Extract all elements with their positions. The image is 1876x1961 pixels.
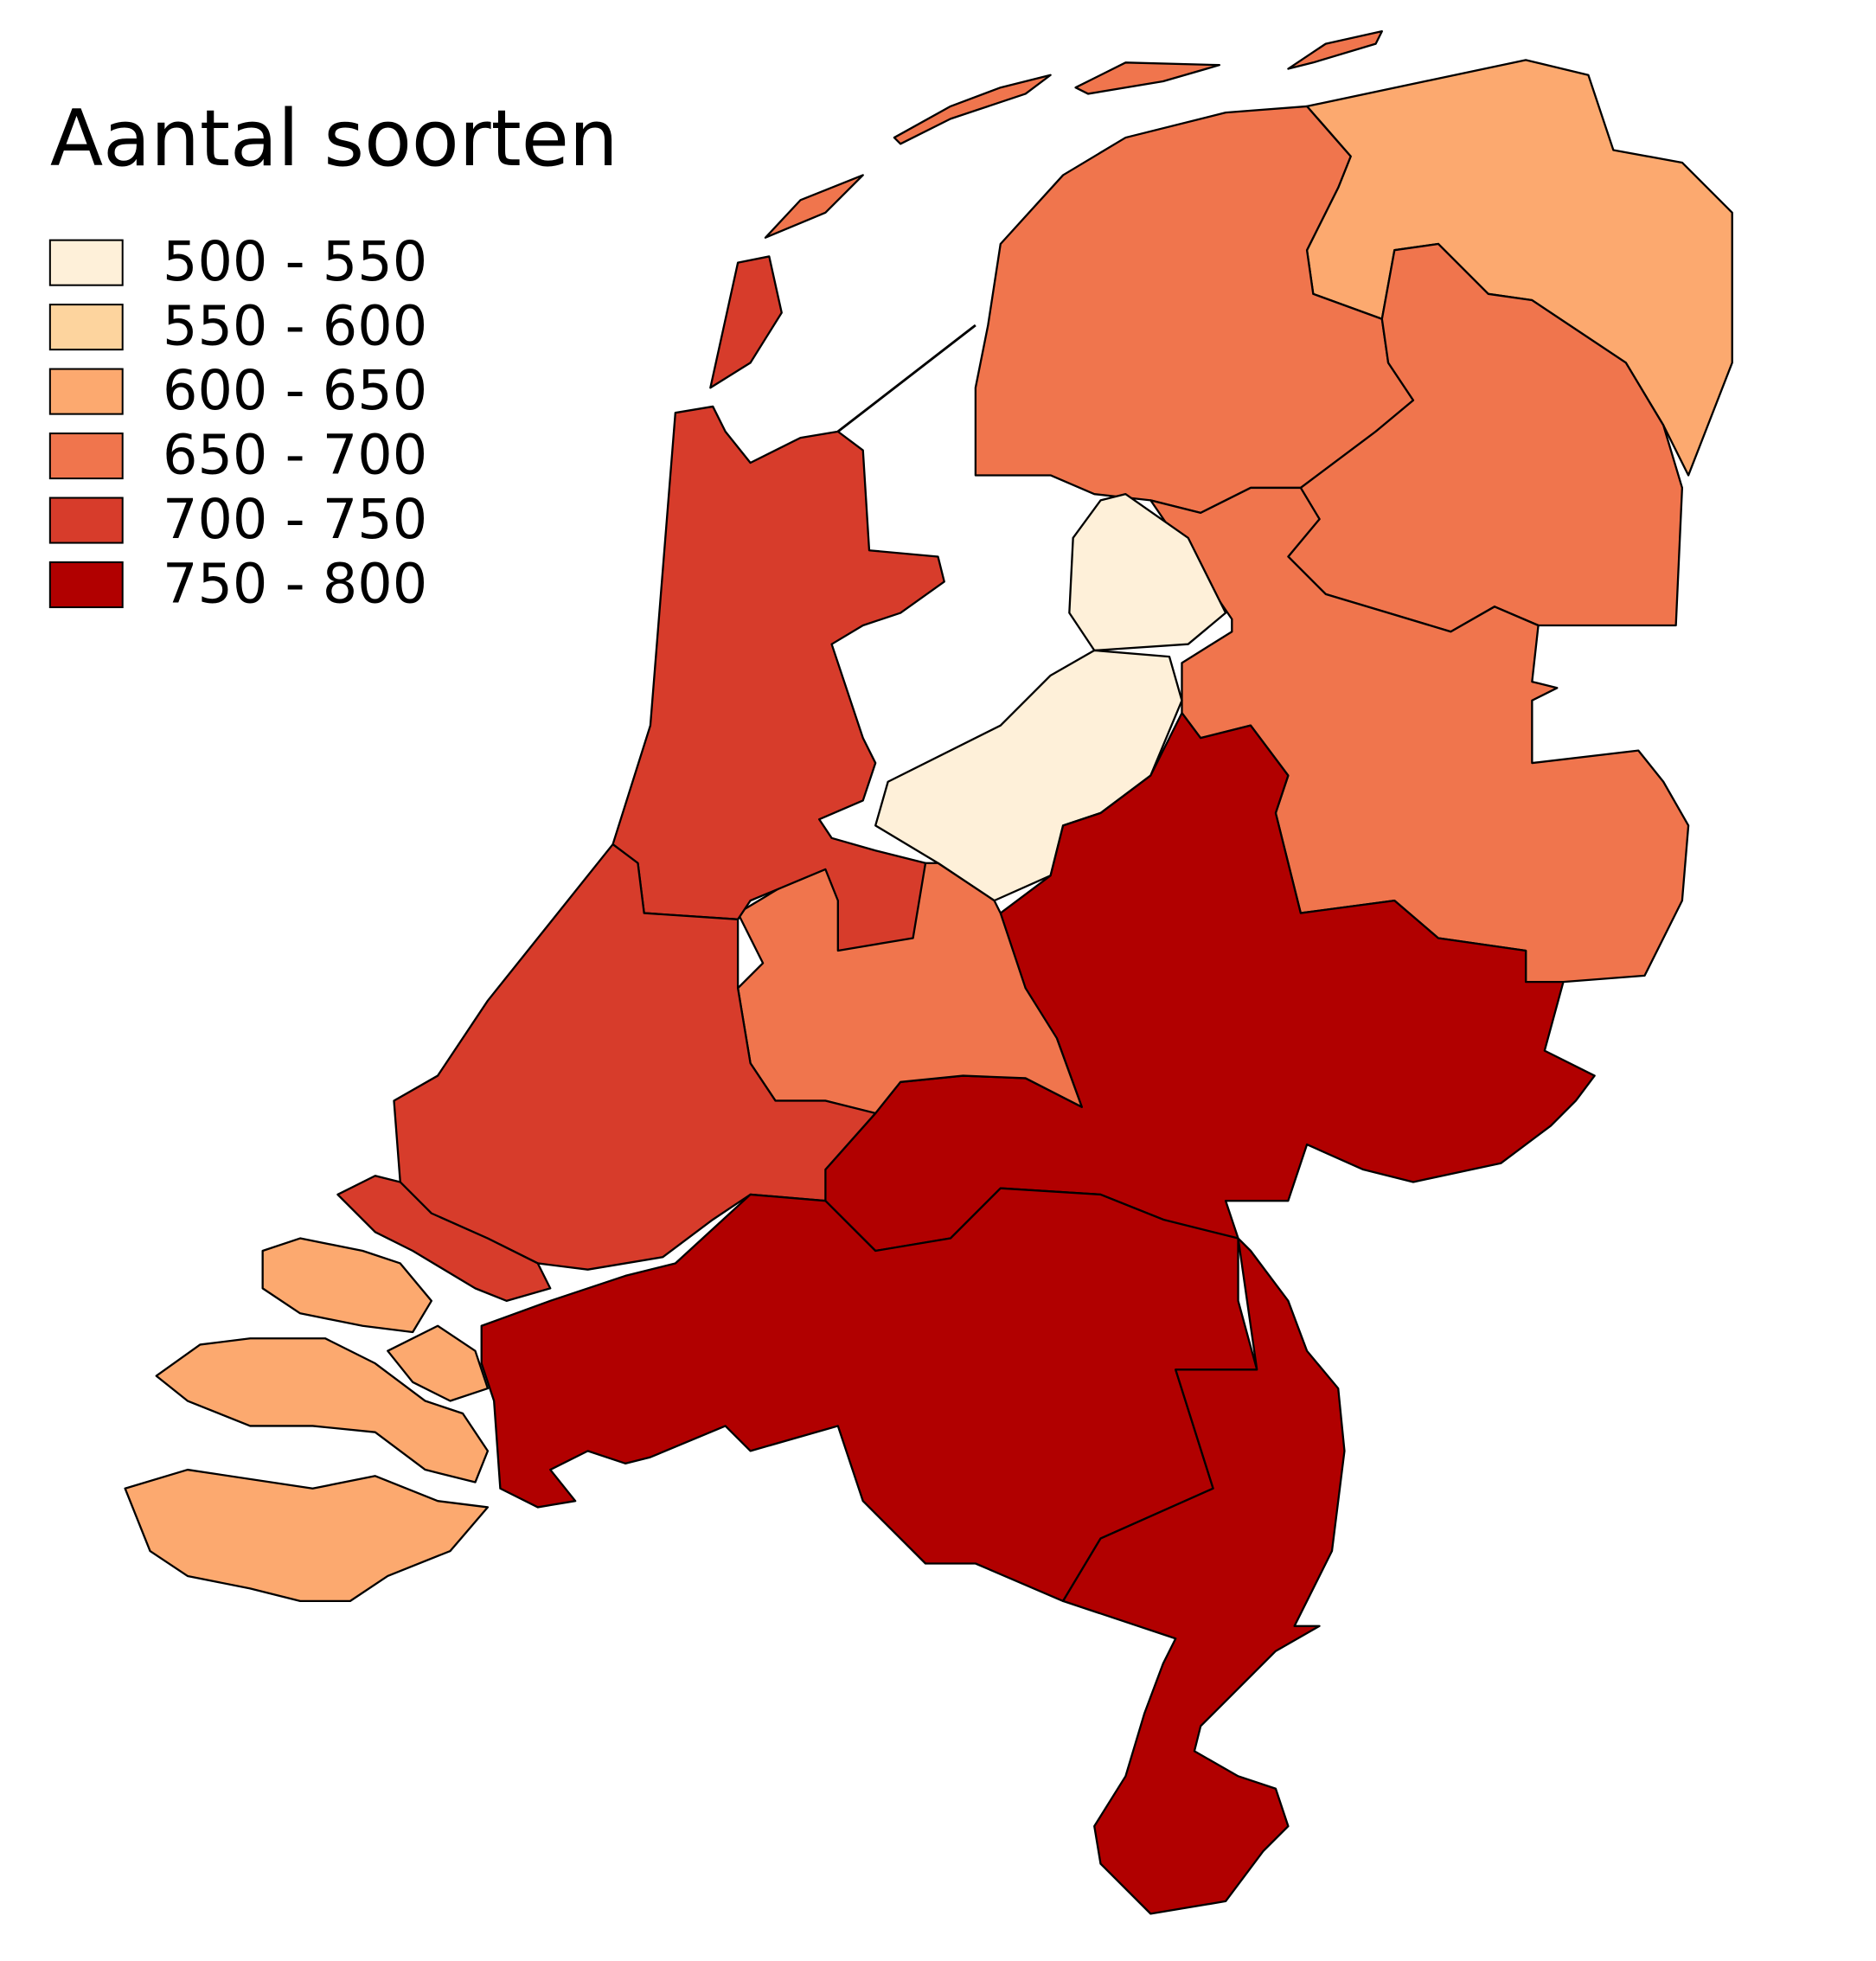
afsluitdijk [836, 324, 976, 433]
region [261, 1237, 433, 1334]
legend-swatch [48, 497, 124, 544]
legend-label: 750 - 800 [163, 552, 427, 616]
region [874, 649, 1183, 902]
region [893, 74, 1052, 145]
region [1068, 493, 1227, 652]
legend-label: 550 - 600 [163, 295, 427, 359]
region [709, 255, 783, 389]
legend-label: 650 - 700 [163, 424, 427, 488]
legend-label: 700 - 750 [163, 488, 427, 552]
region [336, 1175, 552, 1302]
region [764, 174, 864, 239]
legend-title: Aantal soorten [50, 94, 618, 184]
region [155, 1337, 490, 1484]
region [124, 1468, 490, 1603]
legend-label: 600 - 650 [163, 359, 427, 423]
region [611, 405, 945, 952]
legend-swatch [48, 304, 124, 351]
region [387, 1324, 490, 1402]
region [1061, 1237, 1346, 1915]
legend-label: 500 - 550 [163, 230, 427, 294]
regions [124, 29, 1733, 1915]
legend-swatch [48, 239, 124, 286]
legend-swatch [48, 368, 124, 415]
legend-swatch [48, 433, 124, 480]
region [1074, 61, 1221, 95]
legend-swatch [48, 561, 124, 609]
region [393, 843, 877, 1271]
region [1287, 29, 1383, 70]
